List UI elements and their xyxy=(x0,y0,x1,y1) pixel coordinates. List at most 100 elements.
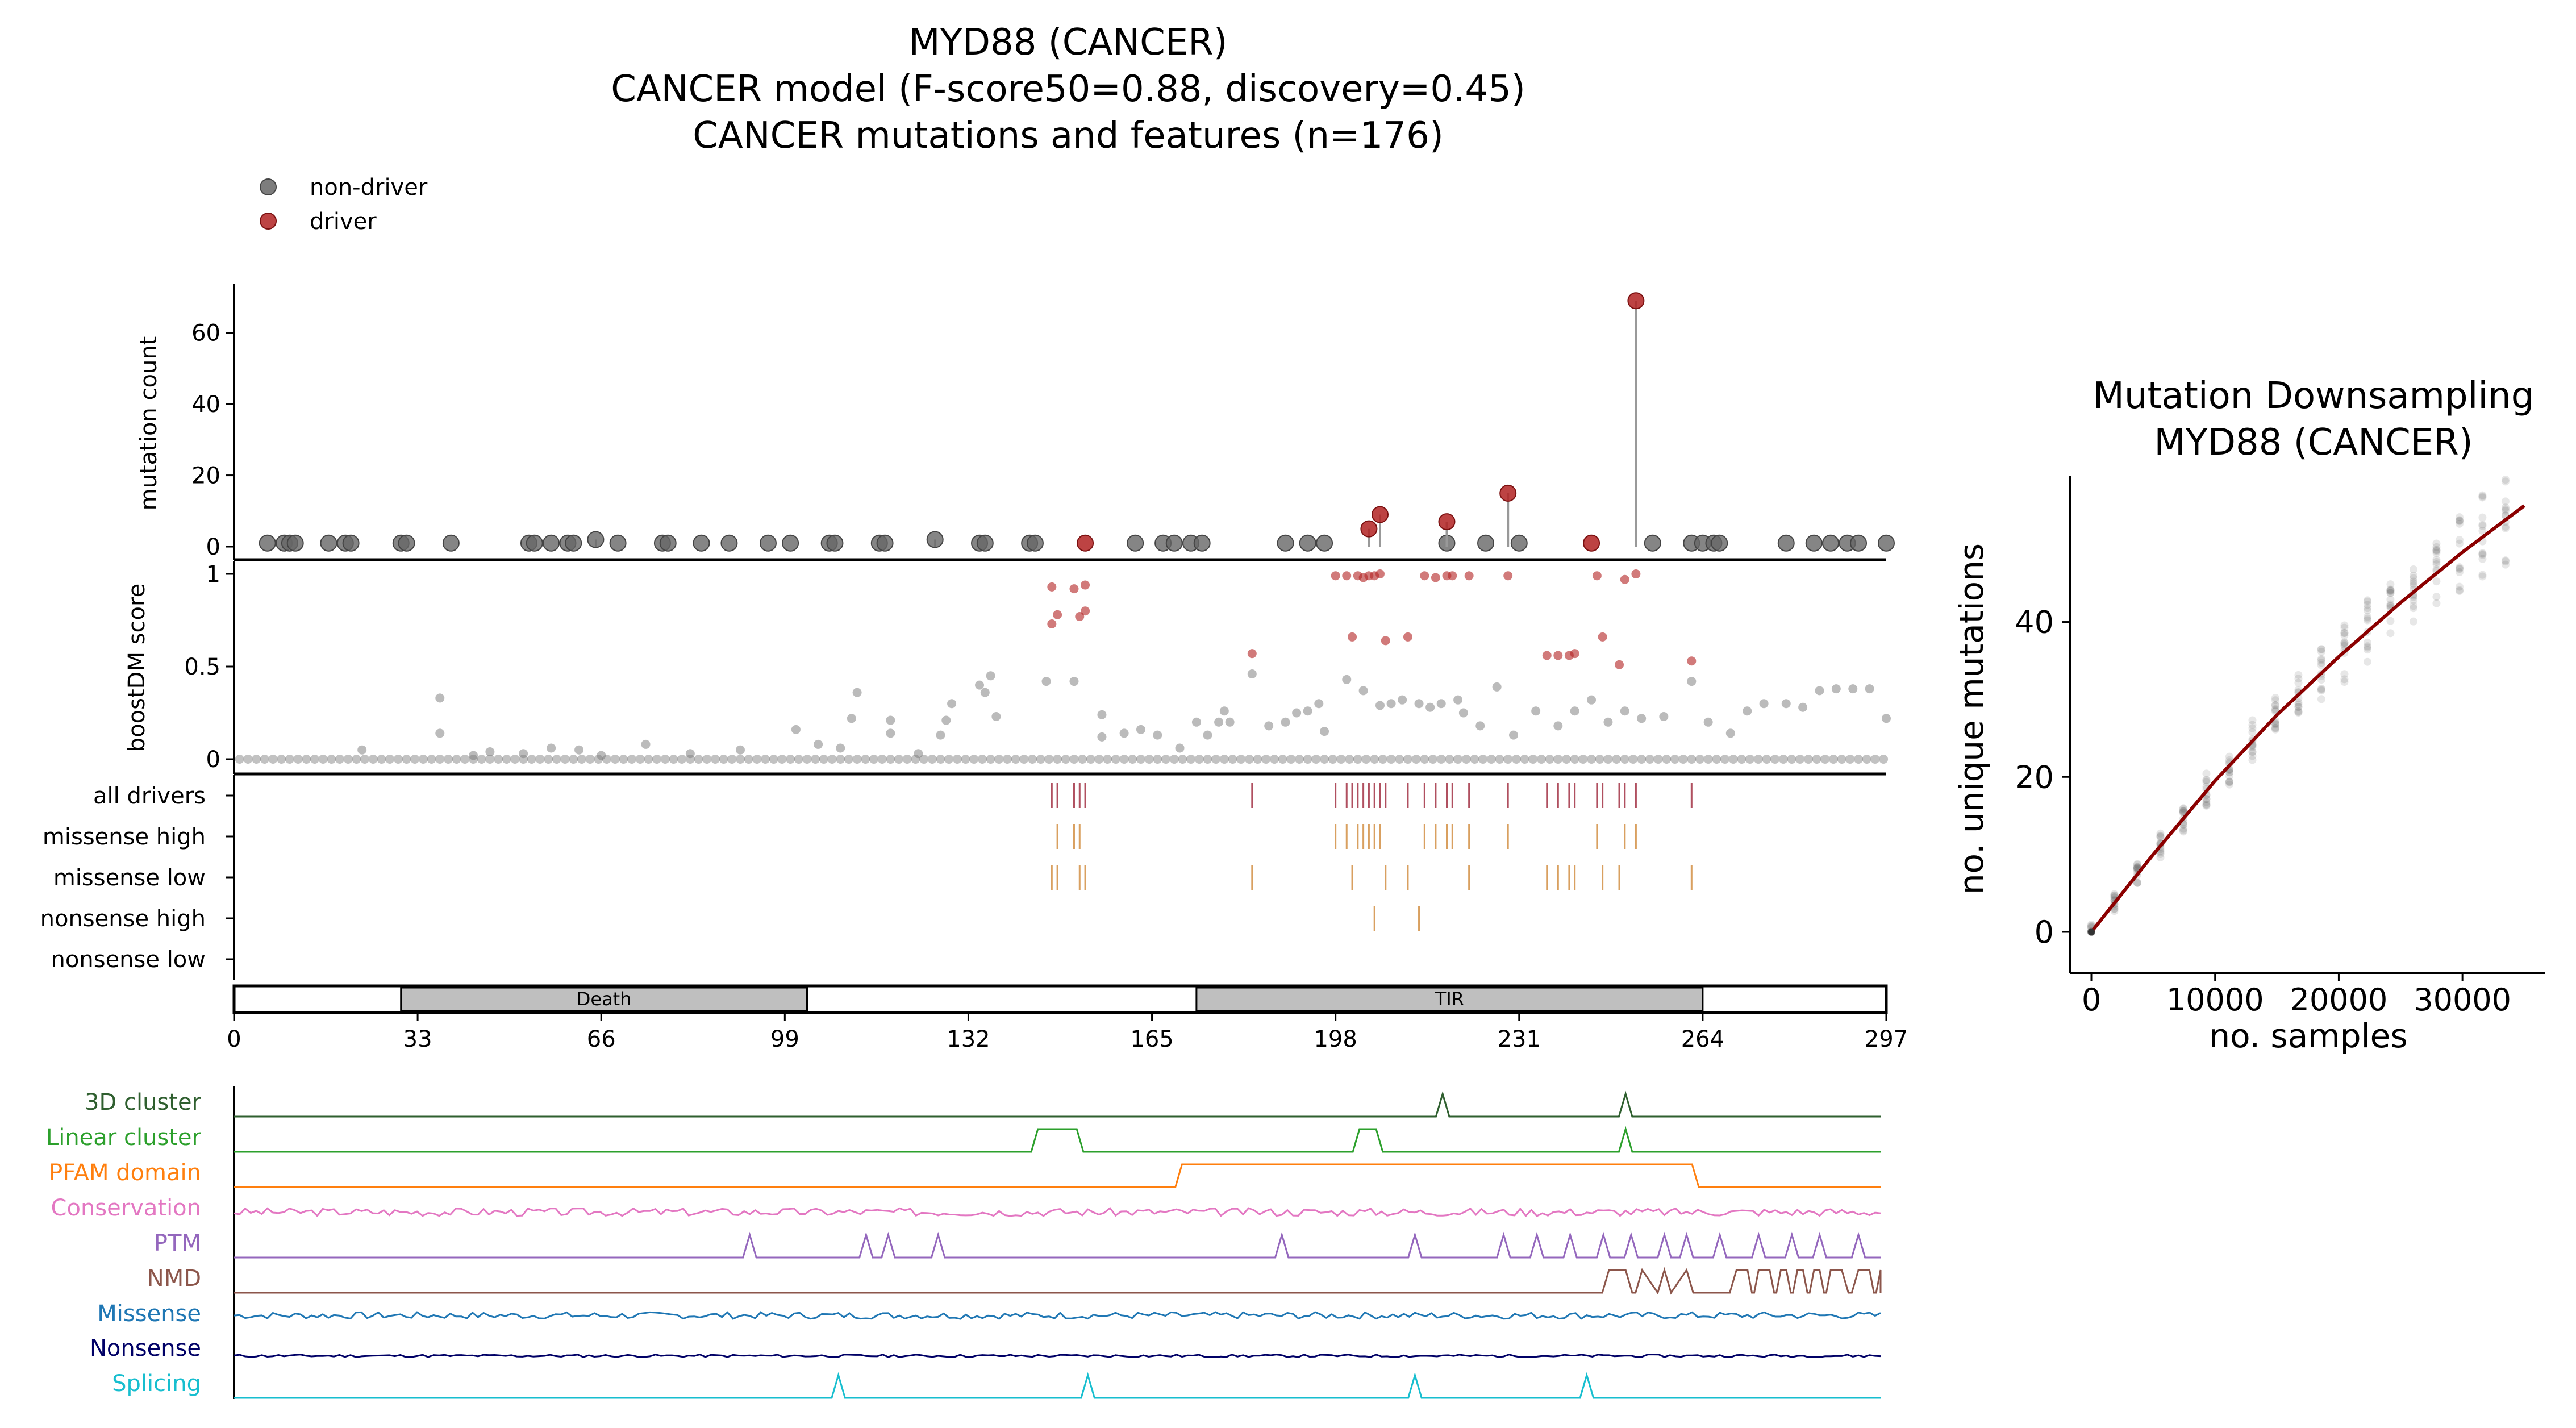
boostdm-nondriver-point xyxy=(1831,684,1841,694)
boostdm-nondriver-point xyxy=(1303,706,1312,716)
boostdm-nondriver-point xyxy=(1214,717,1224,727)
boostdm-baseline-point xyxy=(861,755,870,764)
boostdm-baseline-point xyxy=(902,755,912,764)
downsampling-sample-point xyxy=(2501,505,2510,514)
boostdm-baseline-point xyxy=(460,755,470,764)
boostdm-nondriver-point xyxy=(1637,714,1647,723)
boostdm-baseline-point xyxy=(544,755,553,764)
boostdm-baseline-point xyxy=(886,755,895,764)
downsampling-sample-point xyxy=(2202,769,2211,778)
boostdm-nondriver-point xyxy=(814,739,823,749)
downsampling-xtick-label: 10000 xyxy=(2166,982,2264,1018)
downsampling-title-line-1: Mutation Downsampling xyxy=(2093,375,2535,417)
boostdm-baseline-point xyxy=(268,755,278,764)
downsampling-sample-point xyxy=(2478,493,2487,502)
lollipop-nondriver-point xyxy=(609,534,627,552)
boostdm-baseline-point xyxy=(1445,755,1454,764)
boostdm-driver-point xyxy=(1503,571,1513,581)
downsampling-sample-point xyxy=(2271,721,2279,729)
downsampling-xtick-label: 30000 xyxy=(2414,982,2511,1018)
boostdm-nondriver-point xyxy=(1247,669,1257,679)
boostdm-baseline-point xyxy=(235,755,244,764)
downsampling-sample-point xyxy=(2294,708,2303,717)
boostdm-baseline-point xyxy=(1553,755,1563,764)
boostdm-baseline-point xyxy=(694,755,703,764)
lollipop-nondriver-point xyxy=(342,534,360,552)
boostdm-nondriver-point xyxy=(1508,730,1518,740)
boostdm-nondriver-point xyxy=(986,671,995,681)
boostdm-driver-point xyxy=(1615,660,1624,669)
downsampling-sample-point xyxy=(2156,833,2165,842)
boostdm-baseline-point xyxy=(502,755,511,764)
downsampling-sample-point xyxy=(2409,602,2417,610)
downsampling-sample-point xyxy=(2294,707,2303,715)
boostdm-baseline-point xyxy=(535,755,545,764)
downsampling-sample-point xyxy=(2133,879,2141,887)
lollipop-nondriver-point xyxy=(759,534,777,552)
boostdm-baseline-point xyxy=(1228,755,1237,764)
downsampling-sample-point xyxy=(2317,645,2325,653)
boostdm-ytick-label: 0 xyxy=(206,747,220,773)
boostdm-baseline-point xyxy=(635,755,645,764)
boostdm-nondriver-point xyxy=(435,728,445,738)
downsampling-sample-point xyxy=(2478,491,2487,499)
boostdm-driver-point xyxy=(1431,573,1440,582)
downsampling-sample-point xyxy=(2156,829,2165,838)
boostdm-baseline-point xyxy=(1762,755,1771,764)
downsampling-sample-point xyxy=(2455,563,2464,572)
downsampling-sample-point xyxy=(2202,800,2211,809)
domain-box xyxy=(1195,986,1704,1012)
downsampling-sample-point xyxy=(2087,920,2095,929)
boostdm-baseline-point xyxy=(1395,755,1404,764)
downsampling-sample-point xyxy=(2340,621,2349,630)
downsampling-x-label: no. samples xyxy=(2209,1017,2407,1055)
downsampling-sample-point xyxy=(2455,539,2464,548)
boostdm-nondriver-point xyxy=(685,749,695,759)
boostdm-baseline-point xyxy=(1303,755,1312,764)
boostdm-baseline-point xyxy=(1728,755,1738,764)
boostdm-baseline-point xyxy=(1712,755,1721,764)
downsampling-sample-point xyxy=(2409,604,2417,613)
lollipop-nondriver-point xyxy=(1165,534,1183,552)
boostdm-ytick-label: 0.5 xyxy=(184,654,220,680)
downsampling-sample-point xyxy=(2317,685,2325,694)
boostdm-baseline-point xyxy=(335,755,345,764)
downsampling-xtick-label: 0 xyxy=(2082,982,2101,1018)
boostdm-nondriver-point xyxy=(975,680,985,690)
boostdm-baseline-point xyxy=(285,755,294,764)
boostdm-nondriver-point xyxy=(597,751,606,760)
downsampling-sample-point xyxy=(2317,695,2325,703)
boostdm-baseline-point xyxy=(1161,755,1171,764)
downsampling-sample-point xyxy=(2225,772,2233,781)
lollipop-nondriver-point xyxy=(720,534,738,552)
downsampling-sample-point xyxy=(2248,756,2257,764)
lollipop-nondriver-point xyxy=(1127,534,1144,552)
boostdm-nondriver-point xyxy=(1375,701,1385,710)
lollipop-ytick-label: 60 xyxy=(191,320,220,347)
track-label: missense high xyxy=(43,824,206,850)
boostdm-baseline-point xyxy=(1787,755,1796,764)
boostdm-nondriver-point xyxy=(574,745,584,755)
boostdm-baseline-point xyxy=(644,755,653,764)
boostdm-nondriver-point xyxy=(469,751,478,760)
lollipop-driver-point xyxy=(1360,520,1378,538)
boostdm-baseline-point xyxy=(402,755,411,764)
boostdm-nondriver-point xyxy=(1219,706,1229,716)
boostdm-baseline-point xyxy=(1770,755,1780,764)
domain-box xyxy=(400,986,808,1012)
feature-line xyxy=(234,1206,1881,1218)
downsampling-sample-point xyxy=(2501,476,2510,484)
boostdm-baseline-point xyxy=(1461,755,1471,764)
downsampling-sample-point xyxy=(2317,684,2325,693)
downsampling-sample-point xyxy=(2248,748,2257,756)
boostdm-baseline-point xyxy=(1269,755,1279,764)
boostdm-nondriver-point xyxy=(980,688,990,697)
downsampling-sample-point xyxy=(2363,596,2371,605)
boostdm-baseline-point xyxy=(302,755,311,764)
lollipop-nondriver-point xyxy=(1277,534,1294,552)
driver-tracks-panel: all drivers missense high missense low nons… xyxy=(40,775,1693,980)
feature-panel: 3D cluster Linear cluster PFAM domain Conse… xyxy=(46,1086,1882,1399)
boostdm-baseline-point xyxy=(1678,755,1688,764)
boostdm-baseline-point xyxy=(1645,755,1654,764)
downsampling-sample-point xyxy=(2455,586,2464,594)
